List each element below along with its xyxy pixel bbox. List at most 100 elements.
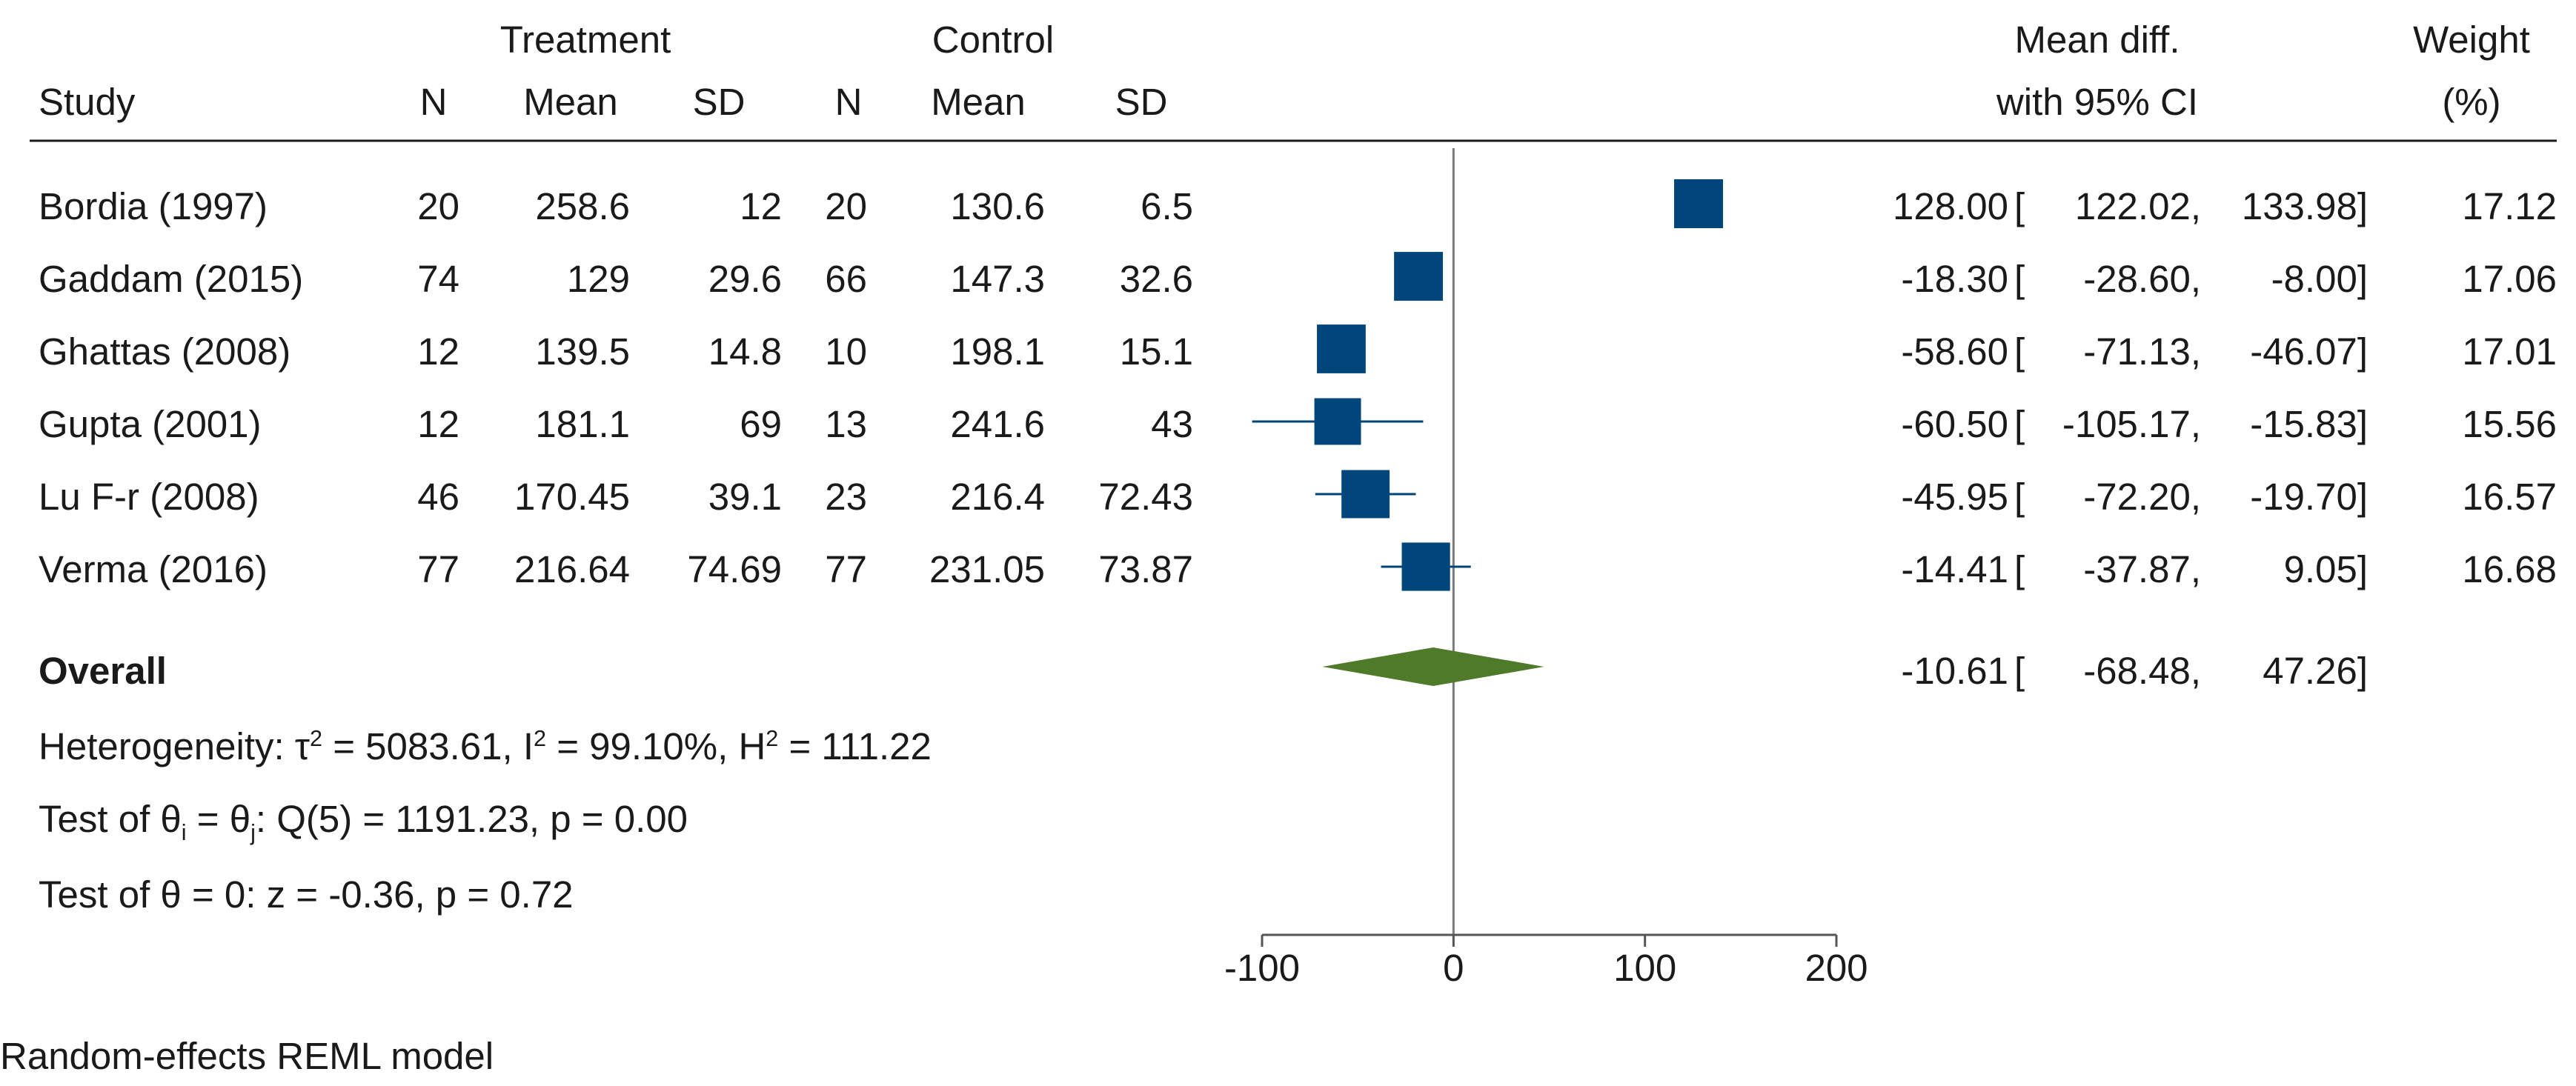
ci-open-bracket: [	[2014, 548, 2025, 590]
control-mean: 241.6	[950, 403, 1045, 445]
study-marker	[1341, 470, 1390, 519]
ci-upper: -8.00]	[2271, 258, 2368, 300]
treatment-mean: 129	[566, 258, 630, 300]
treatment-mean: 181.1	[535, 403, 630, 445]
treatment-n: 12	[417, 403, 459, 445]
ci-lower: -105.17,	[2062, 403, 2201, 445]
model-footnote: Random-effects REML model	[0, 1035, 494, 1077]
treatment-n: 46	[417, 476, 459, 518]
study-weight: 15.56	[2462, 403, 2557, 445]
ci-upper: -15.83]	[2250, 403, 2368, 445]
control-n: 66	[825, 258, 867, 300]
effect-header-line2: with 95% CI	[1996, 81, 2199, 123]
control-sd-header: SD	[1115, 81, 1168, 123]
control-n: 13	[825, 403, 867, 445]
effect-header-line1: Mean diff.	[2014, 19, 2180, 61]
overall-effect-test-text: Test of θ = 0: z = -0.36, p = 0.72	[39, 873, 574, 916]
study-marker	[1314, 398, 1361, 445]
control-mean-header: Mean	[931, 81, 1026, 123]
control-mean: 216.4	[950, 476, 1045, 518]
treatment-n: 77	[417, 548, 459, 590]
study-name: Bordia (1997)	[39, 185, 268, 227]
heterogeneity-text: Heterogeneity: τ2 = 5083.61, I2 = 99.10%…	[39, 725, 932, 767]
control-mean: 198.1	[950, 330, 1045, 373]
control-sd: 73.87	[1098, 548, 1193, 590]
x-tick-label: 200	[1805, 947, 1868, 989]
study-marker	[1317, 324, 1366, 373]
treatment-n: 74	[417, 258, 459, 300]
treatment-sd: 29.6	[708, 258, 782, 300]
treatment-sd-header: SD	[692, 81, 746, 123]
overall-label: Overall	[39, 650, 167, 692]
control-n: 10	[825, 330, 867, 373]
study-weight: 16.57	[2462, 476, 2557, 518]
treatment-mean-header: Mean	[523, 81, 618, 123]
treatment-mean: 170.45	[514, 476, 630, 518]
weight-header-line1: Weight	[2413, 19, 2530, 61]
study-weight: 16.68	[2462, 548, 2557, 590]
ci-lower: -37.87,	[2083, 548, 2201, 590]
treatment-n-header: N	[419, 81, 448, 123]
ci-lower: -28.60,	[2083, 258, 2201, 300]
treatment-mean: 258.6	[535, 185, 630, 227]
ci-upper: 133.98]	[2241, 185, 2368, 227]
ci-open-bracket: [	[2014, 258, 2025, 300]
mean-diff: -18.30	[1901, 258, 2008, 300]
treatment-sd: 14.8	[708, 330, 782, 373]
ci-open-bracket: [	[2014, 476, 2025, 518]
overall-diamond	[1322, 647, 1544, 686]
control-n: 77	[825, 548, 867, 590]
overall-md: -10.61	[1901, 650, 2008, 692]
study-marker	[1394, 252, 1444, 301]
control-sd: 72.43	[1098, 476, 1193, 518]
treatment-sd: 39.1	[708, 476, 782, 518]
study-name: Ghattas (2008)	[39, 330, 291, 373]
control-sd: 32.6	[1119, 258, 1193, 300]
control-mean: 231.05	[929, 548, 1045, 590]
control-sd: 6.5	[1141, 185, 1193, 227]
x-tick-label: 0	[1443, 947, 1464, 989]
mean-diff: -60.50	[1901, 403, 2008, 445]
treatment-group-header: Treatment	[499, 19, 671, 61]
treatment-sd: 69	[740, 403, 782, 445]
ci-lower: -71.13,	[2083, 330, 2201, 373]
treatment-sd: 12	[740, 185, 782, 227]
ci-open-bracket: [	[2014, 185, 2025, 227]
control-group-header: Control	[932, 19, 1055, 61]
study-name: Gupta (2001)	[39, 403, 262, 445]
study-marker	[1401, 542, 1450, 591]
ci-upper: -19.70]	[2250, 476, 2368, 518]
study-name: Verma (2016)	[39, 548, 268, 590]
x-axis: -100 0 100 200	[1224, 933, 1868, 989]
study-weight: 17.12	[2462, 185, 2557, 227]
mean-diff: 128.00	[1893, 185, 2008, 227]
study-weight: 17.01	[2462, 330, 2557, 373]
overall-hi: 47.26]	[2263, 650, 2368, 692]
control-mean: 147.3	[950, 258, 1045, 300]
overall-bracket: [	[2014, 650, 2025, 692]
plot-marks	[1252, 148, 1723, 935]
control-sd: 15.1	[1119, 330, 1193, 373]
control-mean: 130.6	[950, 185, 1045, 227]
treatment-sd: 74.69	[687, 548, 782, 590]
ci-open-bracket: [	[2014, 403, 2025, 445]
homogeneity-test-text: Test of θi = θj: Q(5) = 1191.23, p = 0.0…	[39, 798, 688, 846]
mean-diff: -58.60	[1901, 330, 2008, 373]
study-weight: 17.06	[2462, 258, 2557, 300]
weight-header-line2: (%)	[2442, 81, 2501, 123]
ci-upper: 9.05]	[2283, 548, 2368, 590]
study-name: Gaddam (2015)	[39, 258, 304, 300]
control-n: 20	[825, 185, 867, 227]
treatment-n: 20	[417, 185, 459, 227]
treatment-mean: 216.64	[514, 548, 630, 590]
control-sd: 43	[1151, 403, 1193, 445]
ci-lower: -72.20,	[2083, 476, 2201, 518]
ci-upper: -46.07]	[2250, 330, 2368, 373]
control-n: 23	[825, 476, 867, 518]
treatment-mean: 139.5	[535, 330, 630, 373]
study-column-header: Study	[39, 81, 136, 123]
ci-open-bracket: [	[2014, 330, 2025, 373]
treatment-n: 12	[417, 330, 459, 373]
